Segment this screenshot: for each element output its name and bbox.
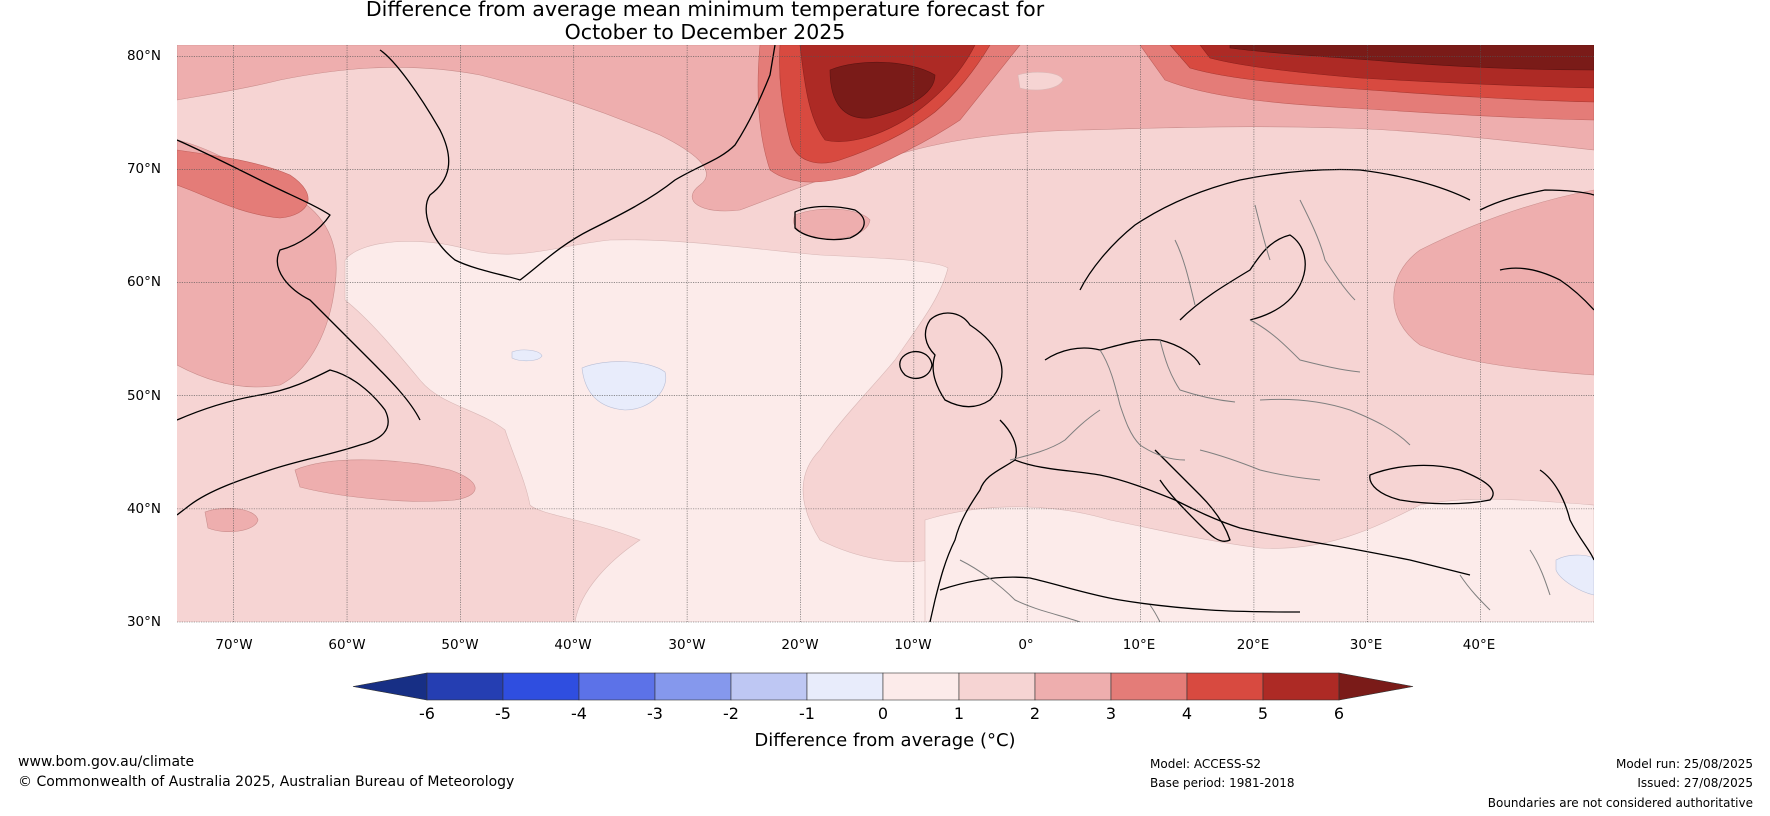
lat-label-30n: 30°N xyxy=(126,614,161,630)
border-ukraine xyxy=(1259,398,1411,446)
border-north-africa xyxy=(959,559,1161,622)
colorbar-tick-label: -3 xyxy=(647,704,663,723)
lon-label-40w: 40°W xyxy=(554,637,592,653)
shade-gt6-barents xyxy=(1229,45,1594,71)
colorbar-extend-low xyxy=(352,672,428,701)
shade-0-1-atlantic xyxy=(344,239,949,622)
colorbar-tick-label: 4 xyxy=(1181,704,1193,723)
coast-greenland xyxy=(379,45,776,281)
lat-label-80n: 80°N xyxy=(126,48,161,64)
coast-black-sea xyxy=(1369,464,1494,505)
shade-2-3-atl-w xyxy=(294,459,476,502)
lon-label-0: 0° xyxy=(1018,637,1034,653)
colorbar-segment xyxy=(806,672,884,701)
lon-label-50w: 50°W xyxy=(441,637,479,653)
map-title: Difference from average mean minimum tem… xyxy=(0,0,1410,44)
footer-model-run: Model run: 25/08/2025 xyxy=(1615,757,1753,771)
border-russia-finland xyxy=(1299,199,1356,301)
shade-3-4-baffin xyxy=(177,149,309,219)
shade-neg-1-0-arabia xyxy=(1555,554,1594,596)
lon-label-10e: 10°E xyxy=(1122,637,1156,653)
border-baltic-russia xyxy=(1249,319,1361,373)
anomaly-shading xyxy=(177,45,1594,622)
coast-canada-arctic xyxy=(177,139,421,421)
gridlines xyxy=(177,45,1594,623)
coast-scandinavia xyxy=(1079,168,1471,321)
shade-neg-1-0-atlantic xyxy=(581,361,667,411)
coast-mediterranean xyxy=(939,459,1471,613)
lon-label-70w: 70°W xyxy=(215,637,253,653)
country-boundaries xyxy=(959,199,1551,622)
lon-label-30e: 30°E xyxy=(1349,637,1383,653)
footer-disclaimer: Boundaries are not considered authoritat… xyxy=(1487,796,1753,810)
shade-gt6-greenland-east xyxy=(829,61,936,119)
shade-1-2-patch xyxy=(1017,71,1064,91)
coast-labrador-newfoundland xyxy=(177,369,389,516)
colorbar-label: Difference from average (°C) xyxy=(754,730,1016,751)
footer-base-period: Base period: 1981-2018 xyxy=(1150,776,1295,790)
colorbar-tick-label: 6 xyxy=(1333,704,1345,723)
colorbar-tick-label: 5 xyxy=(1257,704,1269,723)
coast-british-isles xyxy=(899,312,1003,408)
colorbar-tick-label: -1 xyxy=(799,704,815,723)
lat-label-70n: 70°N xyxy=(126,161,161,177)
colorbar-segment xyxy=(1034,672,1112,701)
coast-east-med xyxy=(1539,469,1594,561)
coast-europe-west xyxy=(929,339,1201,622)
shade-2-3-spot xyxy=(204,507,259,533)
coastlines xyxy=(177,45,1594,622)
colorbar-tick-label: 1 xyxy=(953,704,965,723)
lon-label-40e: 40°E xyxy=(1462,637,1496,653)
colorbar-segment xyxy=(1186,672,1264,701)
colorbar-tick-label: 0 xyxy=(877,704,889,723)
lon-label-30w: 30°W xyxy=(668,637,706,653)
colorbar-segment xyxy=(730,672,808,701)
shade-0-1-africa xyxy=(924,498,1594,622)
lon-label-60w: 60°W xyxy=(328,637,366,653)
colorbar-tick-label: 2 xyxy=(1029,704,1041,723)
colorbar-segment xyxy=(882,672,960,701)
title-line-2: October to December 2025 xyxy=(564,20,846,44)
colorbar-segment xyxy=(654,672,732,701)
lat-label-50n: 50°N xyxy=(126,388,161,404)
lon-label-20w: 20°W xyxy=(781,637,819,653)
colorbar-segment xyxy=(578,672,656,701)
colorbar-tick-label: -2 xyxy=(723,704,739,723)
shade-neg-1-0-spot xyxy=(511,349,543,362)
footer-copyright: © Commonwealth of Australia 2025, Austra… xyxy=(18,774,515,790)
lat-label-60n: 60°N xyxy=(126,274,161,290)
coast-russia-arctic xyxy=(1479,189,1594,311)
colorbar xyxy=(352,672,1414,701)
title-line-1: Difference from average mean minimum tem… xyxy=(365,0,1045,21)
lon-label-20e: 20°E xyxy=(1236,637,1270,653)
border-scandinavia xyxy=(1174,204,1271,306)
colorbar-tick-label: -6 xyxy=(419,704,435,723)
colorbar-segment xyxy=(958,672,1036,701)
footer-model: Model: ACCESS-S2 xyxy=(1150,757,1262,771)
coast-iceland xyxy=(794,205,865,241)
colorbar-segment xyxy=(502,672,580,701)
colorbar-tick-label: -4 xyxy=(571,704,587,723)
shade-2-3-russia xyxy=(1393,189,1594,376)
colorbar-tick-label: -5 xyxy=(495,704,511,723)
coast-italy xyxy=(1154,449,1231,542)
colorbar-segment xyxy=(1262,672,1340,701)
lon-label-10w: 10°W xyxy=(894,637,932,653)
footer-issued: Issued: 27/08/2025 xyxy=(1637,776,1753,790)
border-middle-east xyxy=(1459,549,1551,611)
border-central-europe xyxy=(1099,349,1186,461)
footer-website[interactable]: www.bom.gov.au/climate xyxy=(18,754,195,770)
colorbar-segment xyxy=(426,672,504,701)
colorbar-tick-label: 3 xyxy=(1105,704,1117,723)
border-germany-poland xyxy=(1159,339,1236,403)
lat-label-40n: 40°N xyxy=(126,501,161,517)
colorbar-extend-high xyxy=(1338,672,1414,701)
colorbar-segment xyxy=(1110,672,1188,701)
border-balkans xyxy=(1199,449,1321,481)
